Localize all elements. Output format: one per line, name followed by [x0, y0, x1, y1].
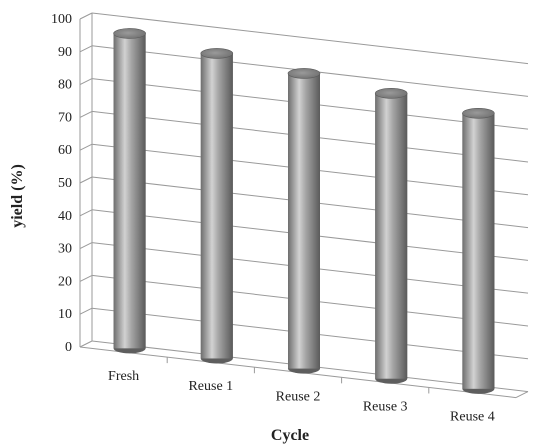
- y-tick-label: 10: [58, 307, 72, 322]
- y-tick-label: 20: [58, 274, 72, 289]
- bar-cap: [287, 68, 321, 79]
- bar-front: [200, 53, 233, 359]
- gridline-depth: [79, 274, 93, 282]
- gridline-depth: [79, 45, 93, 53]
- gridline-depth: [79, 110, 93, 118]
- y-tick-label: 90: [58, 45, 72, 60]
- bars-layer: [113, 28, 495, 394]
- gridline-depth: [79, 209, 93, 217]
- bar: [287, 68, 321, 374]
- bar-front: [288, 73, 320, 369]
- y-tick-label: 0: [65, 340, 72, 355]
- y-tick-label: 40: [58, 209, 72, 224]
- x-tick-label: Reuse 1: [188, 379, 233, 394]
- y-tick-label: 30: [58, 242, 72, 257]
- gridline-depth: [79, 176, 93, 184]
- bar-cap: [200, 48, 234, 59]
- y-axis-title: yield (%): [9, 164, 26, 228]
- y-tick-label: 100: [51, 12, 72, 27]
- gridline-depth: [79, 12, 93, 20]
- bar-front: [375, 93, 408, 379]
- gridline: [91, 12, 529, 65]
- bar-cap: [374, 88, 408, 99]
- y-tick-label: 60: [58, 143, 72, 158]
- bar-front: [462, 113, 495, 389]
- bar: [374, 88, 408, 384]
- x-tick-label: Reuse 4: [450, 410, 495, 425]
- gridline-depth: [79, 143, 93, 151]
- bar-cap: [462, 108, 495, 119]
- bar-cap: [113, 28, 146, 39]
- bar: [200, 48, 234, 364]
- y-tick-label: 70: [58, 110, 72, 125]
- x-axis-title: Cycle: [271, 427, 309, 444]
- gridline-depth: [79, 78, 93, 86]
- labels-layer: 0 10 20 30 40 50 60 70 80 90 100 Fresh Reuse 1 Reuse …: [51, 12, 495, 425]
- y-tick-label: 80: [58, 78, 72, 93]
- x-tick-label: Reuse 2: [276, 389, 321, 404]
- bar: [113, 28, 146, 354]
- bar-front: [113, 33, 146, 349]
- x-tick-label: Fresh: [108, 369, 139, 384]
- gridline-depth: [79, 340, 93, 348]
- bar: [462, 108, 495, 394]
- x-tick-label: Reuse 3: [363, 399, 408, 414]
- floor-edge: [515, 391, 529, 399]
- gridline-depth: [79, 307, 93, 315]
- y-tick-label: 50: [58, 176, 72, 191]
- gridline-depth: [79, 242, 93, 250]
